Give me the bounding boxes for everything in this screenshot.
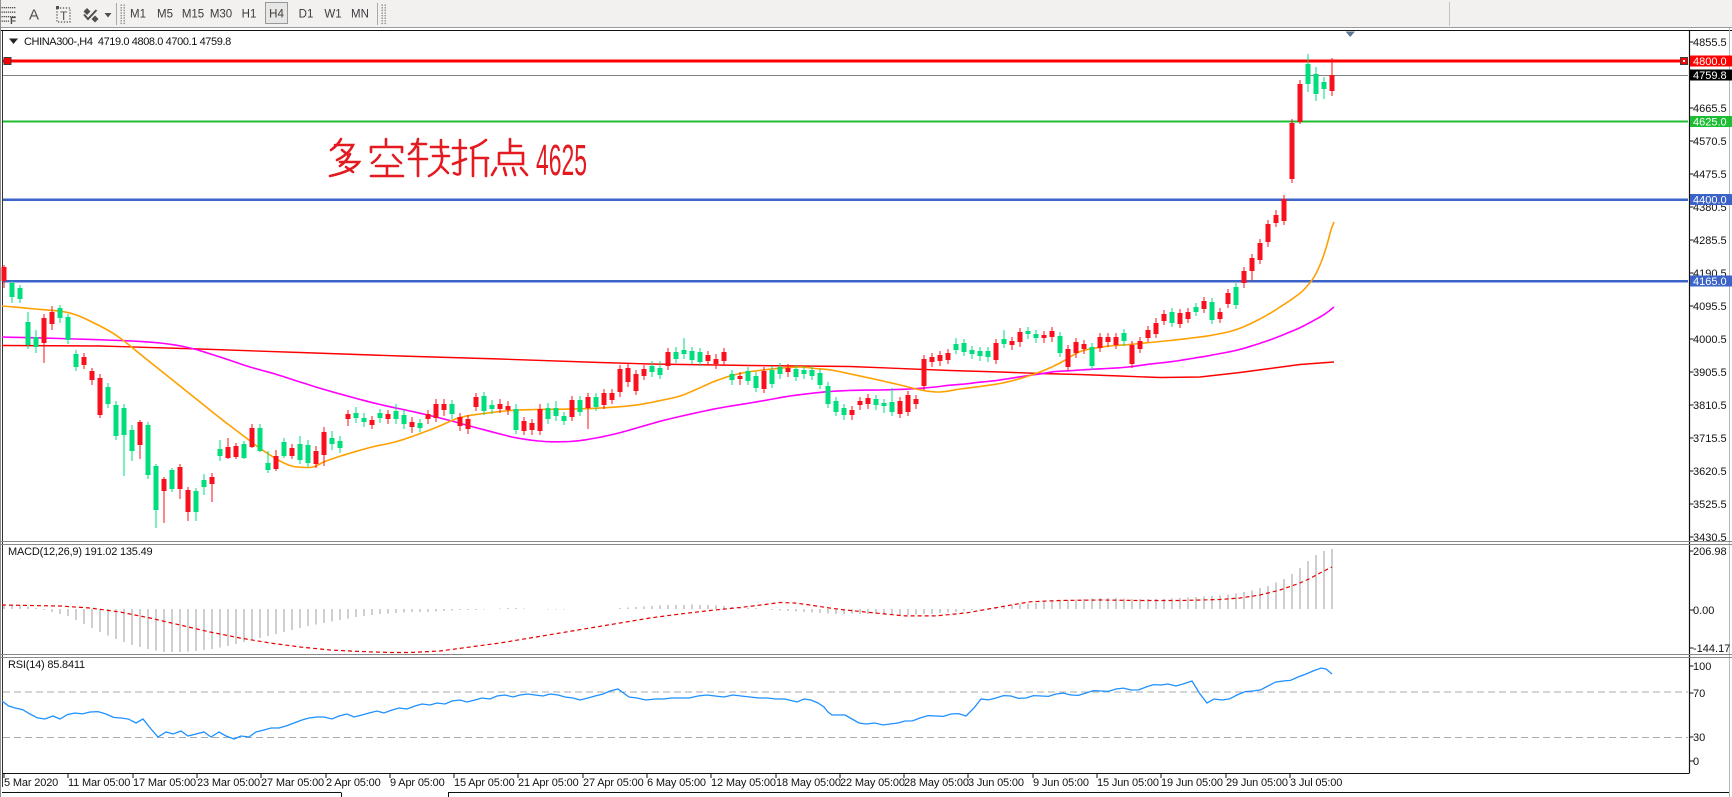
svg-text:W1: W1 bbox=[324, 9, 341, 21]
svg-text:3 Jul 05:00: 3 Jul 05:00 bbox=[1290, 777, 1342, 789]
svg-text:9 Jun 05:00: 9 Jun 05:00 bbox=[1033, 777, 1089, 789]
svg-text:23 Mar 05:00: 23 Mar 05:00 bbox=[197, 777, 260, 789]
svg-text:M30: M30 bbox=[210, 9, 232, 21]
svg-text:29 Jun 05:00: 29 Jun 05:00 bbox=[1226, 777, 1288, 789]
svg-text:3715.5: 3715.5 bbox=[1693, 433, 1727, 445]
svg-text:12 May 05:00: 12 May 05:00 bbox=[711, 777, 776, 789]
svg-text:3525.5: 3525.5 bbox=[1693, 499, 1727, 511]
svg-text:M5: M5 bbox=[157, 9, 173, 21]
svg-text:D1: D1 bbox=[299, 9, 314, 21]
svg-text:22 May 05:00: 22 May 05:00 bbox=[840, 777, 905, 789]
svg-text:4400.0: 4400.0 bbox=[1693, 195, 1727, 207]
svg-text:4855.5: 4855.5 bbox=[1693, 37, 1727, 49]
svg-text:9 Apr 05:00: 9 Apr 05:00 bbox=[390, 777, 445, 789]
svg-text:15 Jun 05:00: 15 Jun 05:00 bbox=[1097, 777, 1159, 789]
svg-text:19 Jun 05:00: 19 Jun 05:00 bbox=[1161, 777, 1223, 789]
svg-text:206.98: 206.98 bbox=[1693, 546, 1727, 558]
svg-text:18 May 05:00: 18 May 05:00 bbox=[776, 777, 841, 789]
svg-text:3810.5: 3810.5 bbox=[1693, 400, 1727, 412]
svg-text:27 Mar 05:00: 27 Mar 05:00 bbox=[261, 777, 324, 789]
svg-text:4625: 4625 bbox=[536, 136, 587, 185]
svg-text:4759.8: 4759.8 bbox=[1693, 70, 1727, 82]
svg-text:4665.5: 4665.5 bbox=[1693, 103, 1727, 115]
svg-text:A: A bbox=[29, 7, 39, 24]
svg-text:0.00: 0.00 bbox=[1693, 605, 1714, 617]
svg-text:27 Apr 05:00: 27 Apr 05:00 bbox=[583, 777, 644, 789]
svg-text:3905.5: 3905.5 bbox=[1693, 367, 1727, 379]
svg-text:3 Jun 05:00: 3 Jun 05:00 bbox=[968, 777, 1024, 789]
svg-text:30: 30 bbox=[1693, 732, 1705, 744]
svg-text:5 Mar 2020: 5 Mar 2020 bbox=[4, 777, 58, 789]
svg-text:28 May 05:00: 28 May 05:00 bbox=[904, 777, 969, 789]
svg-text:4165.0: 4165.0 bbox=[1693, 276, 1727, 288]
svg-text:4095.5: 4095.5 bbox=[1693, 301, 1727, 313]
svg-text:0: 0 bbox=[1693, 756, 1699, 768]
svg-text:4475.5: 4475.5 bbox=[1693, 169, 1727, 181]
svg-text:2 Apr 05:00: 2 Apr 05:00 bbox=[326, 777, 381, 789]
svg-text:M15: M15 bbox=[182, 9, 204, 21]
svg-text:H4: H4 bbox=[269, 9, 284, 21]
svg-text:RSI(14) 85.8411: RSI(14) 85.8411 bbox=[8, 659, 85, 671]
svg-text:70: 70 bbox=[1693, 688, 1705, 700]
svg-text:4570.5: 4570.5 bbox=[1693, 136, 1727, 148]
svg-text:4625.0: 4625.0 bbox=[1693, 117, 1727, 129]
svg-text:6 May 05:00: 6 May 05:00 bbox=[647, 777, 706, 789]
svg-text:17 Mar 05:00: 17 Mar 05:00 bbox=[133, 777, 196, 789]
svg-text:-144.17: -144.17 bbox=[1693, 643, 1730, 655]
svg-text:11 Mar 05:00: 11 Mar 05:00 bbox=[68, 777, 130, 789]
svg-text:4285.5: 4285.5 bbox=[1693, 235, 1727, 247]
svg-text:15 Apr 05:00: 15 Apr 05:00 bbox=[454, 777, 515, 789]
svg-text:CHINA300-,H4 4719.0 4808.0 47: CHINA300-,H4 4719.0 4808.0 4700.1 4759.8 bbox=[24, 36, 231, 48]
svg-text:F: F bbox=[10, 16, 16, 27]
svg-text:4000.5: 4000.5 bbox=[1693, 334, 1727, 346]
svg-text:100: 100 bbox=[1693, 661, 1711, 673]
svg-text:21 Apr 05:00: 21 Apr 05:00 bbox=[518, 777, 579, 789]
svg-text:MN: MN bbox=[351, 9, 369, 21]
svg-text:H1: H1 bbox=[242, 9, 257, 21]
svg-text:T: T bbox=[60, 9, 68, 23]
svg-text:MACD(12,26,9) 191.02 135.49: MACD(12,26,9) 191.02 135.49 bbox=[8, 546, 152, 558]
svg-text:M1: M1 bbox=[130, 9, 146, 21]
svg-text:4800.0: 4800.0 bbox=[1693, 56, 1727, 68]
svg-text:3430.5: 3430.5 bbox=[1693, 532, 1727, 544]
svg-text:3620.5: 3620.5 bbox=[1693, 466, 1727, 478]
